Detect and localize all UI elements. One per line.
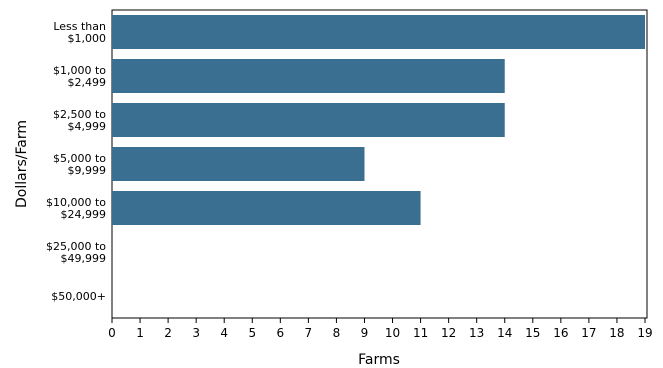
category-label: Less than $1,000 bbox=[53, 20, 106, 45]
x-tick-label: 8 bbox=[333, 326, 341, 340]
bars-group bbox=[112, 15, 645, 225]
bar bbox=[112, 103, 505, 137]
x-tick-label: 5 bbox=[248, 326, 256, 340]
x-tick-label: 6 bbox=[276, 326, 284, 340]
x-tick-label: 12 bbox=[441, 326, 456, 340]
x-tick-label: 11 bbox=[413, 326, 428, 340]
x-tick-label: 4 bbox=[220, 326, 228, 340]
bar bbox=[112, 147, 365, 181]
x-tick-label: 18 bbox=[609, 326, 624, 340]
bar bbox=[112, 59, 505, 93]
category-label: $1,000 to $2,499 bbox=[53, 64, 106, 89]
x-tick-label: 0 bbox=[108, 326, 116, 340]
category-label: $2,500 to $4,999 bbox=[53, 108, 106, 133]
x-tick-label: 7 bbox=[305, 326, 313, 340]
y-axis-title: Dollars/Farm bbox=[14, 120, 30, 208]
x-axis-title: Farms bbox=[358, 352, 400, 368]
x-tick-label: 16 bbox=[553, 326, 568, 340]
x-tick-label: 14 bbox=[497, 326, 512, 340]
category-labels: Less than $1,000 $1,000 to $2,499 $2,500 to $… bbox=[46, 20, 106, 303]
bar bbox=[112, 191, 421, 225]
x-tick-label: 10 bbox=[385, 326, 400, 340]
x-tick-label: 13 bbox=[469, 326, 484, 340]
x-tick-label: 9 bbox=[361, 326, 369, 340]
x-tick-label: 1 bbox=[136, 326, 144, 340]
category-label: $25,000 to $49,999 bbox=[46, 240, 106, 265]
x-tick-label: 3 bbox=[192, 326, 200, 340]
category-label: $5,000 to $9,999 bbox=[53, 152, 106, 177]
category-label: $10,000 to $24,999 bbox=[46, 196, 106, 221]
x-tick-label: 19 bbox=[637, 326, 652, 340]
x-tick-label: 15 bbox=[525, 326, 540, 340]
x-tick-label: 2 bbox=[164, 326, 172, 340]
bar bbox=[112, 15, 645, 49]
x-tick-label: 17 bbox=[581, 326, 596, 340]
x-axis-ticks: 0 1 2 3 4 5 6 7 8 9 10 11 12 13 14 15 16 17 18 19 bbox=[108, 318, 653, 340]
category-label: $50,000+ bbox=[51, 290, 106, 303]
